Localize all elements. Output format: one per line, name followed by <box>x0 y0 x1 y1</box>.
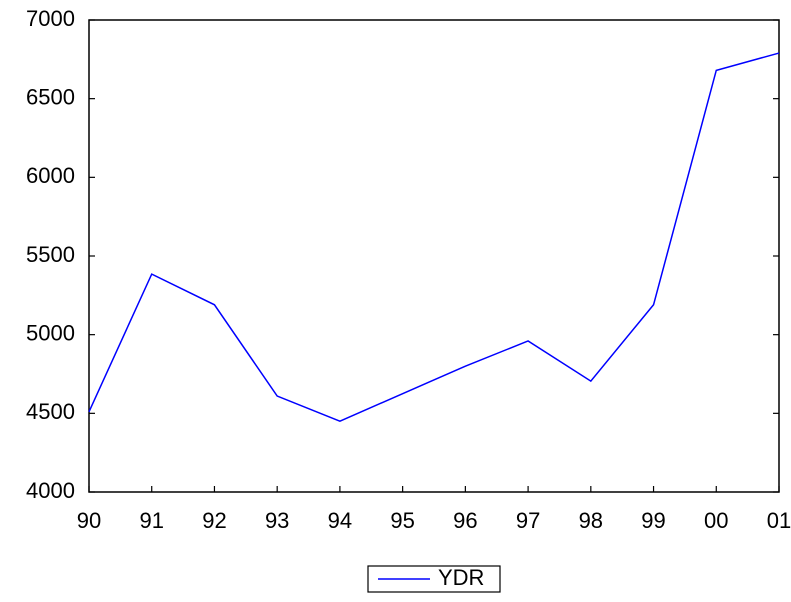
y-tick-label: 7000 <box>26 6 75 31</box>
y-tick-label: 4500 <box>26 399 75 424</box>
x-tick-label: 98 <box>579 508 603 533</box>
x-tick-label: 93 <box>265 508 289 533</box>
plot-frame <box>88 19 780 493</box>
x-tick-label: 01 <box>767 508 791 533</box>
y-tick-label: 4000 <box>26 478 75 503</box>
y-tick-label: 5000 <box>26 320 75 345</box>
x-tick-label: 91 <box>139 508 163 533</box>
x-tick-label: 94 <box>328 508 352 533</box>
y-tick-label: 6000 <box>26 163 75 188</box>
y-tick-label: 5500 <box>26 242 75 267</box>
x-tick-label: 97 <box>516 508 540 533</box>
x-tick-label: 00 <box>704 508 728 533</box>
x-tick-label: 90 <box>77 508 101 533</box>
x-tick-label: 95 <box>390 508 414 533</box>
x-tick-label: 99 <box>641 508 665 533</box>
x-tick-label: 96 <box>453 508 477 533</box>
x-tick-label: 92 <box>202 508 226 533</box>
legend-label: YDR <box>438 565 484 590</box>
y-tick-label: 6500 <box>26 84 75 109</box>
data-line <box>88 52 780 423</box>
